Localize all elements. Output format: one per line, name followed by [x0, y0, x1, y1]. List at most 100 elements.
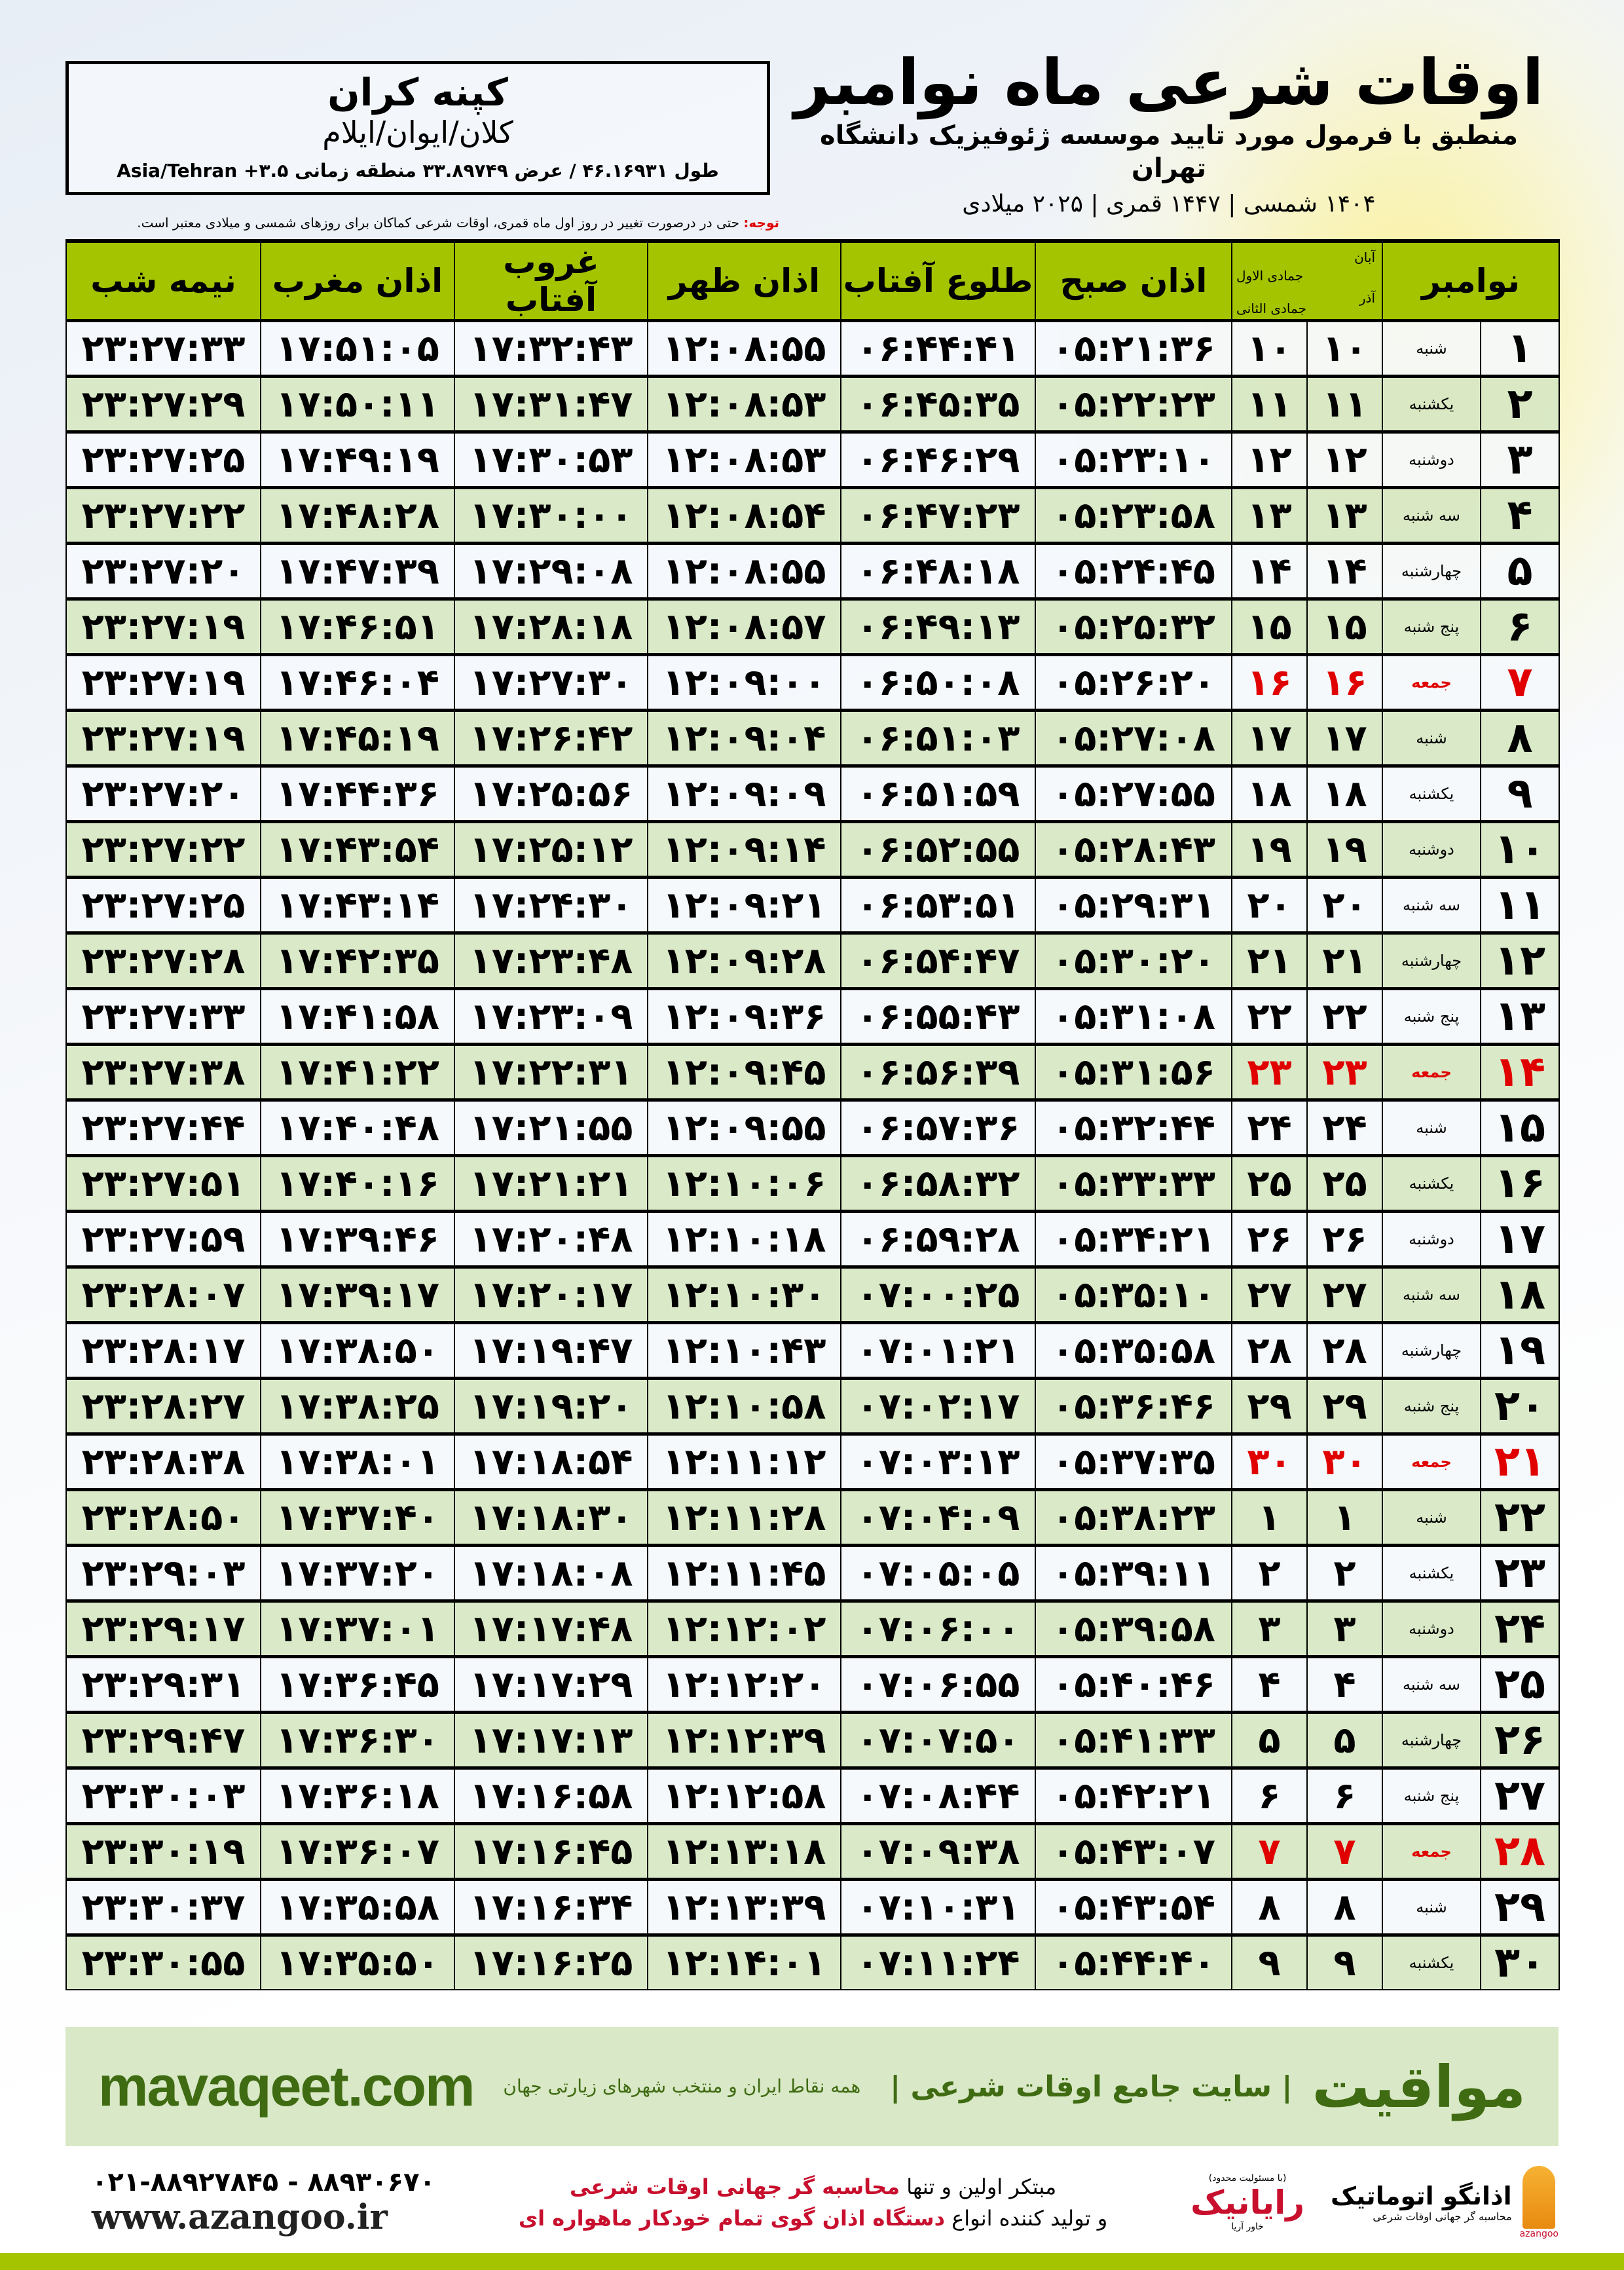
nime-shab: ۲۳:۲۷:۳۸ [65, 1043, 261, 1101]
shamsi-day: ۲۲ [1306, 987, 1383, 1045]
weekday: سه شنبه [1381, 486, 1482, 544]
tolu-aftab: ۰۶:۴۸:۱۸ [840, 542, 1036, 600]
azan-sobh: ۰۵:۳۱:۵۶ [1035, 1043, 1232, 1101]
qamari-day: ۴ [1231, 1655, 1308, 1713]
azan-zohr: ۱۲:۱۳:۱۸ [647, 1822, 841, 1880]
qamari-day: ۲۳ [1231, 1043, 1308, 1101]
tolu-aftab: ۰۷:۰۳:۱۳ [840, 1432, 1036, 1491]
nime-shab: ۲۳:۲۸:۱۷ [65, 1321, 261, 1379]
azan-maghreb: ۱۷:۴۳:۵۴ [260, 820, 455, 878]
nime-shab: ۲۳:۲۷:۲۲ [65, 820, 261, 878]
nime-shab: ۲۳:۲۹:۳۱ [65, 1655, 261, 1713]
tolu-aftab: ۰۷:۱۱:۲۴ [840, 1933, 1036, 1990]
day-number: ۴ [1480, 486, 1560, 544]
table-row: ۱۳ پنج شنبه ۲۲ ۲۲ ۰۵:۳۱:۰۸ ۰۶:۵۵:۴۳ ۱۲:۰۹:۳۶ ۱۷… [65, 987, 1560, 1045]
nime-shab: ۲۳:۳۰:۵۵ [65, 1933, 261, 1990]
azan-zohr: ۱۲:۰۹:۳۶ [647, 987, 841, 1045]
azan-sobh: ۰۵:۳۳:۳۳ [1035, 1154, 1232, 1212]
table-row: ۲۸ جمعه ۷ ۷ ۰۵:۴۳:۰۷ ۰۷:۰۹:۳۸ ۱۲:۱۳:۱۸ ۱۷:۱۶:۴۵… [65, 1822, 1560, 1880]
ghorub-aftab: ۱۷:۱۷:۴۸ [454, 1599, 648, 1658]
shamsi-day: ۲۶ [1306, 1210, 1383, 1268]
table-header-row: نوامبر آبان آذر جمادی الاول جمادی الثانی… [65, 240, 1560, 322]
tolu-aftab: ۰۶:۵۱:۰۳ [840, 709, 1036, 767]
azan-sobh: ۰۵:۲۷:۵۵ [1035, 764, 1232, 823]
shamsi-day: ۳ [1306, 1599, 1383, 1658]
azan-zohr: ۱۲:۰۸:۵۷ [647, 597, 841, 656]
azan-sobh: ۰۵:۳۵:۵۸ [1035, 1321, 1232, 1379]
azan-zohr: ۱۲:۱۱:۱۲ [647, 1432, 841, 1491]
azan-zohr: ۱۲:۱۲:۲۰ [647, 1655, 841, 1713]
nime-shab: ۲۳:۲۷:۲۸ [65, 931, 261, 990]
azan-sobh: ۰۵:۴۴:۴۰ [1035, 1933, 1232, 1990]
header-nime-shab: نیمه شب [65, 240, 261, 322]
weekday: شنبه [1381, 709, 1482, 767]
azan-maghreb: ۱۷:۳۷:۴۰ [260, 1488, 455, 1546]
qamari-day: ۲۶ [1231, 1210, 1308, 1268]
tolu-aftab: ۰۶:۴۴:۴۱ [840, 319, 1036, 377]
shamsi-day: ۲ [1306, 1544, 1383, 1602]
azan-zohr: ۱۲:۱۱:۴۵ [647, 1544, 841, 1602]
qamari-day: ۵ [1231, 1711, 1308, 1769]
qamari-day: ۱۴ [1231, 542, 1308, 600]
mavaqeet-link[interactable]: mavaqeet.com [98, 2055, 475, 2118]
header-qamari-bottom: جمادی الثانی [1236, 301, 1306, 316]
azan-zohr: ۱۲:۱۰:۳۰ [647, 1265, 841, 1324]
azan-zohr: ۱۲:۱۲:۵۸ [647, 1766, 841, 1825]
azan-zohr: ۱۲:۰۸:۵۵ [647, 542, 841, 600]
azangoo-link[interactable]: www.azangoo.ir [92, 2197, 388, 2237]
qamari-day: ۲۵ [1231, 1154, 1308, 1212]
azan-zohr: ۱۲:۰۸:۵۴ [647, 486, 841, 544]
location-box: کپنه کران کلان/ایوان/ایلام طول ۴۶.۱۶۹۳۱ … [65, 61, 770, 195]
table-row: ۳۰ یکشنبه ۹ ۹ ۰۵:۴۴:۴۰ ۰۷:۱۱:۲۴ ۱۲:۱۴:۰۱ ۱۷:۱۶:… [65, 1933, 1560, 1990]
nime-shab: ۲۳:۲۸:۰۷ [65, 1265, 261, 1324]
prayer-times-table: نوامبر آبان آذر جمادی الاول جمادی الثانی… [65, 239, 1560, 1990]
bottom-row: ۰۲۱-۸۸۹۲۷۸۴۵ - ۸۸۹۳۰۶۷۰ www.azangoo.ir م… [92, 2158, 1559, 2246]
weekday: جمعه [1381, 1822, 1482, 1880]
day-number: ۲۶ [1480, 1711, 1560, 1769]
azan-maghreb: ۱۷:۴۱:۲۲ [260, 1043, 455, 1101]
day-number: ۲۱ [1480, 1432, 1560, 1491]
location-path: کلان/ایوان/ایلام [322, 115, 513, 150]
ghorub-aftab: ۱۷:۱۹:۴۷ [454, 1321, 648, 1379]
weekday: چهارشنبه [1381, 542, 1482, 600]
rayanik-name: رایانیک [1190, 2183, 1305, 2222]
nime-shab: ۲۳:۳۰:۱۹ [65, 1822, 261, 1880]
day-number: ۲۷ [1480, 1766, 1560, 1825]
shamsi-day: ۱۶ [1306, 653, 1383, 711]
azan-maghreb: ۱۷:۳۷:۲۰ [260, 1544, 455, 1602]
day-number: ۱۳ [1480, 987, 1560, 1045]
azangoo-logo: azangoo اذانگو اتوماتیک محاسبه گر جهانی … [1331, 2165, 1559, 2239]
weekday: پنج شنبه [1381, 987, 1482, 1045]
nime-shab: ۲۳:۲۸:۳۸ [65, 1432, 261, 1491]
table-row: ۱۷ دوشنبه ۲۶ ۲۶ ۰۵:۳۴:۲۱ ۰۶:۵۹:۲۸ ۱۲:۱۰:۱۸ ۱۷:۲… [65, 1210, 1560, 1268]
ghorub-aftab: ۱۷:۲۳:۰۹ [454, 987, 648, 1045]
day-number: ۲۵ [1480, 1655, 1560, 1713]
azan-sobh: ۰۵:۳۷:۳۵ [1035, 1432, 1232, 1491]
promo-line1-a: مبتکر اولین و تنها [900, 2174, 1057, 2199]
shamsi-day: ۱ [1306, 1488, 1383, 1546]
azan-maghreb: ۱۷:۳۶:۱۸ [260, 1766, 455, 1825]
day-number: ۲ [1480, 375, 1560, 433]
azan-sobh: ۰۵:۴۲:۲۱ [1035, 1766, 1232, 1825]
tolu-aftab: ۰۶:۵۷:۳۶ [840, 1098, 1036, 1157]
day-number: ۵ [1480, 542, 1560, 600]
promo-text: مبتکر اولین و تنها محاسبه گر جهانی اوقات… [462, 2171, 1164, 2234]
page-title: اوقات شرعی ماه نوامبر [794, 46, 1544, 119]
nime-shab: ۲۳:۲۷:۲۹ [65, 375, 261, 433]
tolu-aftab: ۰۷:۰۴:۰۹ [840, 1488, 1036, 1546]
nime-shab: ۲۳:۲۷:۵۹ [65, 1210, 261, 1268]
nime-shab: ۲۳:۲۹:۱۷ [65, 1599, 261, 1658]
weekday: شنبه [1381, 1098, 1482, 1157]
azan-maghreb: ۱۷:۴۸:۲۸ [260, 486, 455, 544]
ghorub-aftab: ۱۷:۲۰:۴۸ [454, 1210, 648, 1268]
promo-line2-a: و تولید کننده انواع [945, 2205, 1108, 2231]
table-row: ۲۹ شنبه ۸ ۸ ۰۵:۴۳:۵۴ ۰۷:۱۰:۳۱ ۱۲:۱۳:۳۹ ۱۷:۱۶:۳۴… [65, 1878, 1560, 1936]
shamsi-day: ۲۸ [1306, 1321, 1383, 1379]
azan-maghreb: ۱۷:۴۲:۳۵ [260, 931, 455, 990]
header-month: نوامبر [1381, 240, 1560, 322]
azan-maghreb: ۱۷:۴۶:۰۴ [260, 653, 455, 711]
table-row: ۲۱ جمعه ۳۰ ۳۰ ۰۵:۳۷:۳۵ ۰۷:۰۳:۱۳ ۱۲:۱۱:۱۲ ۱۷:۱۸:… [65, 1432, 1560, 1491]
nime-shab: ۲۳:۲۹:۴۷ [65, 1711, 261, 1769]
ghorub-aftab: ۱۷:۲۸:۱۸ [454, 597, 648, 656]
shamsi-day: ۱۸ [1306, 764, 1383, 823]
